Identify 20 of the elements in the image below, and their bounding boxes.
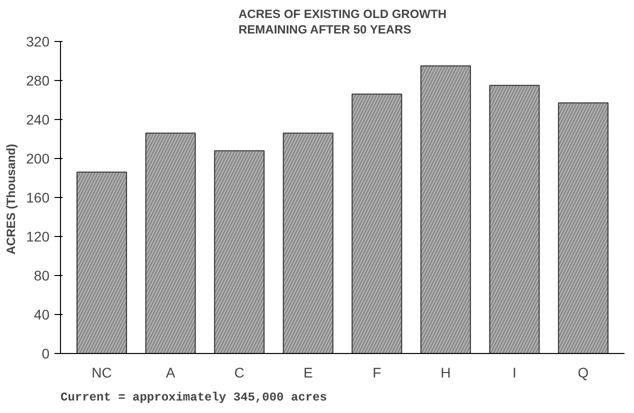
text: Current = approximately 345,000 acres (60, 390, 327, 404)
x-tick-label: C (234, 364, 244, 380)
x-tick-label: A (166, 364, 176, 380)
y-axis-title: ACRES (Thousand) (4, 144, 18, 254)
y-tick-label: 40 (34, 306, 50, 322)
x-tick-label: NC (92, 364, 112, 380)
y-tick-label: 80 (34, 268, 50, 284)
y-tick-label: 240 (26, 112, 50, 128)
x-tick-label: H (440, 364, 451, 380)
y-tick-label: 0 (42, 346, 50, 362)
y-tick-label: 320 (26, 34, 50, 50)
x-tick-label: E (303, 364, 313, 380)
chart-title: ACRES OF EXISTING OLD GROWTH REMAINING AFTER 50 YEARS (238, 7, 447, 36)
x-tick-label: I (512, 364, 516, 380)
y-tick-label: 120 (26, 228, 50, 244)
y-tick-label: 200 (26, 150, 50, 166)
y-tick-label: 280 (26, 72, 50, 88)
y-tick-label: 160 (26, 190, 50, 206)
x-tick-label: Q (578, 364, 589, 380)
x-tick-label: F (372, 364, 382, 380)
